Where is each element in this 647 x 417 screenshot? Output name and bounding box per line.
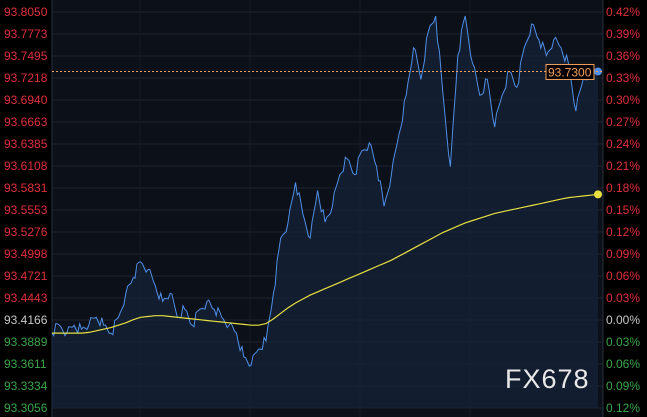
right-tick-label: 0.03%	[606, 291, 640, 305]
left-tick-label: 93.5831	[4, 181, 48, 195]
left-tick-label: 93.6108	[4, 159, 48, 173]
left-tick-label: 93.5553	[4, 203, 48, 217]
left-tick-label: 93.4166	[4, 313, 48, 327]
right-tick-label: 0.39%	[606, 27, 640, 41]
left-tick-label: 93.3056	[4, 401, 48, 415]
last-price-label: 93.7300	[548, 65, 592, 79]
left-tick-label: 93.7218	[4, 71, 48, 85]
right-tick-label: 0.33%	[606, 71, 640, 85]
average-line	[52, 193, 599, 334]
price-line	[51, 15, 599, 367]
left-tick-label: 93.8050	[4, 5, 48, 19]
left-tick-label: 93.4721	[4, 269, 48, 283]
right-tick-label: 0.21%	[606, 159, 640, 173]
right-tick-label: 0.00%	[606, 313, 640, 327]
average-last-point	[594, 190, 602, 199]
right-tick-label: 0.15%	[606, 203, 640, 217]
left-tick-label: 93.6940	[4, 93, 48, 107]
right-tick-label: 0.24%	[606, 137, 640, 151]
right-tick-label: 0.06%	[606, 357, 640, 371]
right-tick-label: 0.36%	[606, 49, 640, 63]
left-tick-label: 93.3611	[4, 357, 47, 371]
left-tick-label: 93.7773	[4, 27, 48, 41]
last-price-box	[545, 63, 595, 80]
right-tick-label: 0.03%	[606, 335, 640, 349]
price-area	[52, 16, 598, 408]
right-tick-label: 0.09%	[606, 247, 640, 261]
left-tick-label: 93.3334	[4, 379, 48, 393]
right-tick-label: 0.18%	[606, 181, 640, 195]
right-tick-label: 0.12%	[606, 225, 640, 239]
left-tick-label: 93.3889	[4, 335, 48, 349]
right-tick-label: 0.12%	[606, 401, 640, 415]
right-tick-label: 0.06%	[606, 269, 640, 283]
left-tick-label: 93.5276	[4, 225, 48, 239]
right-tick-label: 0.09%	[606, 379, 640, 393]
left-tick-label: 93.4998	[4, 247, 48, 261]
left-tick-label: 93.6385	[4, 137, 48, 151]
watermark: FX678	[505, 364, 590, 394]
right-tick-label: 0.30%	[606, 93, 640, 107]
right-tick-label: 0.27%	[606, 115, 640, 129]
left-tick-label: 93.6663	[4, 115, 48, 129]
right-tick-label: 0.42%	[606, 5, 640, 19]
left-tick-label: 93.7495	[4, 49, 48, 63]
left-tick-label: 93.4443	[4, 291, 48, 305]
